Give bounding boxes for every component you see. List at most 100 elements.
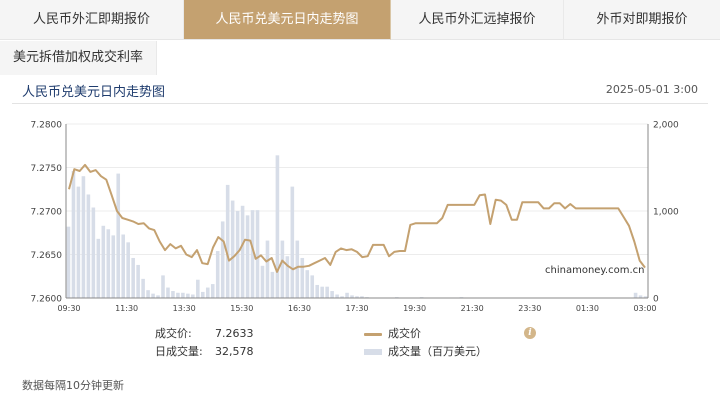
volume-bar bbox=[111, 235, 116, 298]
price-label: 成交价: bbox=[155, 327, 192, 340]
header-divider bbox=[12, 103, 708, 104]
y-left-tick-label: 7.2650 bbox=[31, 251, 63, 261]
volume-bar bbox=[330, 291, 334, 298]
volume-bar bbox=[220, 221, 225, 298]
volume-bar bbox=[638, 295, 643, 298]
volume-bar bbox=[230, 200, 235, 298]
x-tick-label: 16:30 bbox=[288, 304, 311, 313]
volume-bar bbox=[325, 286, 329, 298]
volume-bar bbox=[186, 293, 190, 298]
x-tick-label: 09:30 bbox=[57, 304, 80, 313]
volume-bar bbox=[136, 264, 140, 298]
volume-bar bbox=[335, 294, 339, 298]
volume-bar bbox=[121, 234, 125, 298]
volume-summary-row: 日成交量: 32,578 bbox=[155, 343, 285, 361]
volume-bar bbox=[265, 240, 270, 298]
legend-item-price[interactable]: 成交价 bbox=[364, 325, 487, 343]
tab-bar: 人民币外汇即期报价 人民币兑美元日内走势图 人民币外汇远掉报价 外币对即期报价 bbox=[0, 0, 720, 41]
chart-legend: 成交价 成交量（百万美元） bbox=[364, 325, 487, 361]
volume-bar bbox=[131, 257, 135, 298]
volume-bar bbox=[205, 287, 210, 298]
x-tick-label: 11:30 bbox=[115, 304, 138, 313]
intraday-chart: 7.2600 7.2650 7.2700 7.2750 7.2800 0 1,000 2,00… bbox=[31, 121, 680, 314]
volume-bar bbox=[66, 226, 71, 298]
volume-bar bbox=[320, 286, 324, 298]
price-value: 7.2633 bbox=[215, 327, 254, 340]
volume-bar bbox=[300, 257, 305, 298]
volume-value: 32,578 bbox=[215, 345, 254, 358]
x-tick-label: 19:30 bbox=[403, 304, 426, 313]
price-line-swatch bbox=[364, 332, 382, 336]
volume-bar bbox=[315, 284, 319, 298]
y-right-tick-label: 0 bbox=[653, 295, 659, 305]
price-summary-row: 成交价: 7.2633 bbox=[155, 325, 285, 343]
chart-title: 人民币兑美元日内走势图 bbox=[22, 85, 166, 100]
volume-bar bbox=[290, 186, 295, 298]
volume-bar bbox=[643, 296, 648, 298]
volume-bar bbox=[240, 205, 245, 298]
volume-bar bbox=[360, 296, 364, 298]
volume-bar bbox=[106, 229, 111, 298]
y-left-tick-label: 7.2700 bbox=[31, 208, 63, 218]
x-tick-label: 21:30 bbox=[461, 304, 484, 313]
summary-values: 成交价: 7.2633 日成交量: 32,578 bbox=[155, 325, 285, 361]
tab-fx-forward-swap-quotes[interactable]: 人民币外汇远掉报价 bbox=[391, 0, 564, 40]
legend-price-label: 成交价 bbox=[388, 327, 421, 340]
volume-bar bbox=[310, 275, 315, 298]
volume-bar bbox=[250, 210, 255, 298]
volume-label: 日成交量: bbox=[155, 345, 203, 358]
tab-cross-spot-quotes[interactable]: 外币对即期报价 bbox=[564, 0, 720, 40]
volume-bar bbox=[210, 284, 215, 298]
volume-bar bbox=[126, 242, 130, 298]
volume-bar bbox=[295, 240, 300, 298]
volume-bar bbox=[350, 295, 354, 298]
volume-bar bbox=[345, 292, 349, 298]
volume-bar bbox=[151, 293, 155, 298]
volume-bar bbox=[91, 207, 96, 298]
x-tick-label: 15:30 bbox=[230, 304, 253, 313]
volume-bar bbox=[633, 292, 638, 298]
volume-bar bbox=[196, 279, 200, 298]
update-note: 数据每隔10分钟更新 bbox=[22, 379, 124, 392]
volume-bar bbox=[270, 271, 275, 298]
x-tick-label: 17:30 bbox=[345, 304, 368, 313]
volume-bar bbox=[215, 251, 220, 298]
tab-usd-lending-rate[interactable]: 美元拆借加权成交利率 bbox=[0, 41, 157, 75]
y-left-tick-label: 7.2600 bbox=[31, 295, 63, 305]
info-icon[interactable]: i bbox=[524, 327, 536, 339]
y-right-tick-label: 1,000 bbox=[653, 208, 679, 218]
y-left-tick-label: 7.2800 bbox=[31, 121, 63, 131]
volume-bar bbox=[275, 155, 280, 298]
volume-bar bbox=[260, 265, 265, 298]
volume-bar bbox=[141, 278, 145, 298]
volume-bar bbox=[255, 210, 260, 298]
x-tick-label: 13:30 bbox=[173, 304, 196, 313]
watermark-text: chinamoney.com.cn bbox=[545, 265, 644, 276]
y-right-tick-label: 2,000 bbox=[653, 121, 679, 131]
x-tick-label: 23:30 bbox=[518, 304, 541, 313]
volume-bar bbox=[166, 287, 170, 298]
volume-bar bbox=[340, 296, 344, 298]
volume-bar bbox=[235, 211, 240, 298]
volume-bar-swatch bbox=[364, 349, 382, 355]
volume-bar bbox=[71, 170, 76, 298]
volume-bar bbox=[191, 294, 195, 298]
volume-bar bbox=[181, 292, 185, 298]
volume-bar bbox=[76, 186, 81, 298]
tab-intraday-chart[interactable]: 人民币兑美元日内走势图 bbox=[184, 0, 391, 40]
volume-bar bbox=[285, 256, 290, 298]
volume-bar bbox=[116, 173, 121, 298]
tab-fx-spot-quotes[interactable]: 人民币外汇即期报价 bbox=[0, 0, 184, 40]
x-tick-label: 01:30 bbox=[576, 304, 599, 313]
volume-bar bbox=[280, 240, 285, 298]
volume-bar bbox=[81, 176, 86, 298]
volume-bar bbox=[171, 291, 175, 298]
volume-bar bbox=[305, 270, 310, 298]
volume-bar bbox=[201, 291, 205, 298]
volume-bar bbox=[156, 295, 160, 298]
volume-bar bbox=[96, 238, 101, 298]
volume-bar bbox=[355, 296, 359, 298]
legend-item-volume[interactable]: 成交量（百万美元） bbox=[364, 343, 487, 361]
volume-bar bbox=[86, 194, 91, 298]
legend-volume-label: 成交量（百万美元） bbox=[388, 345, 487, 358]
